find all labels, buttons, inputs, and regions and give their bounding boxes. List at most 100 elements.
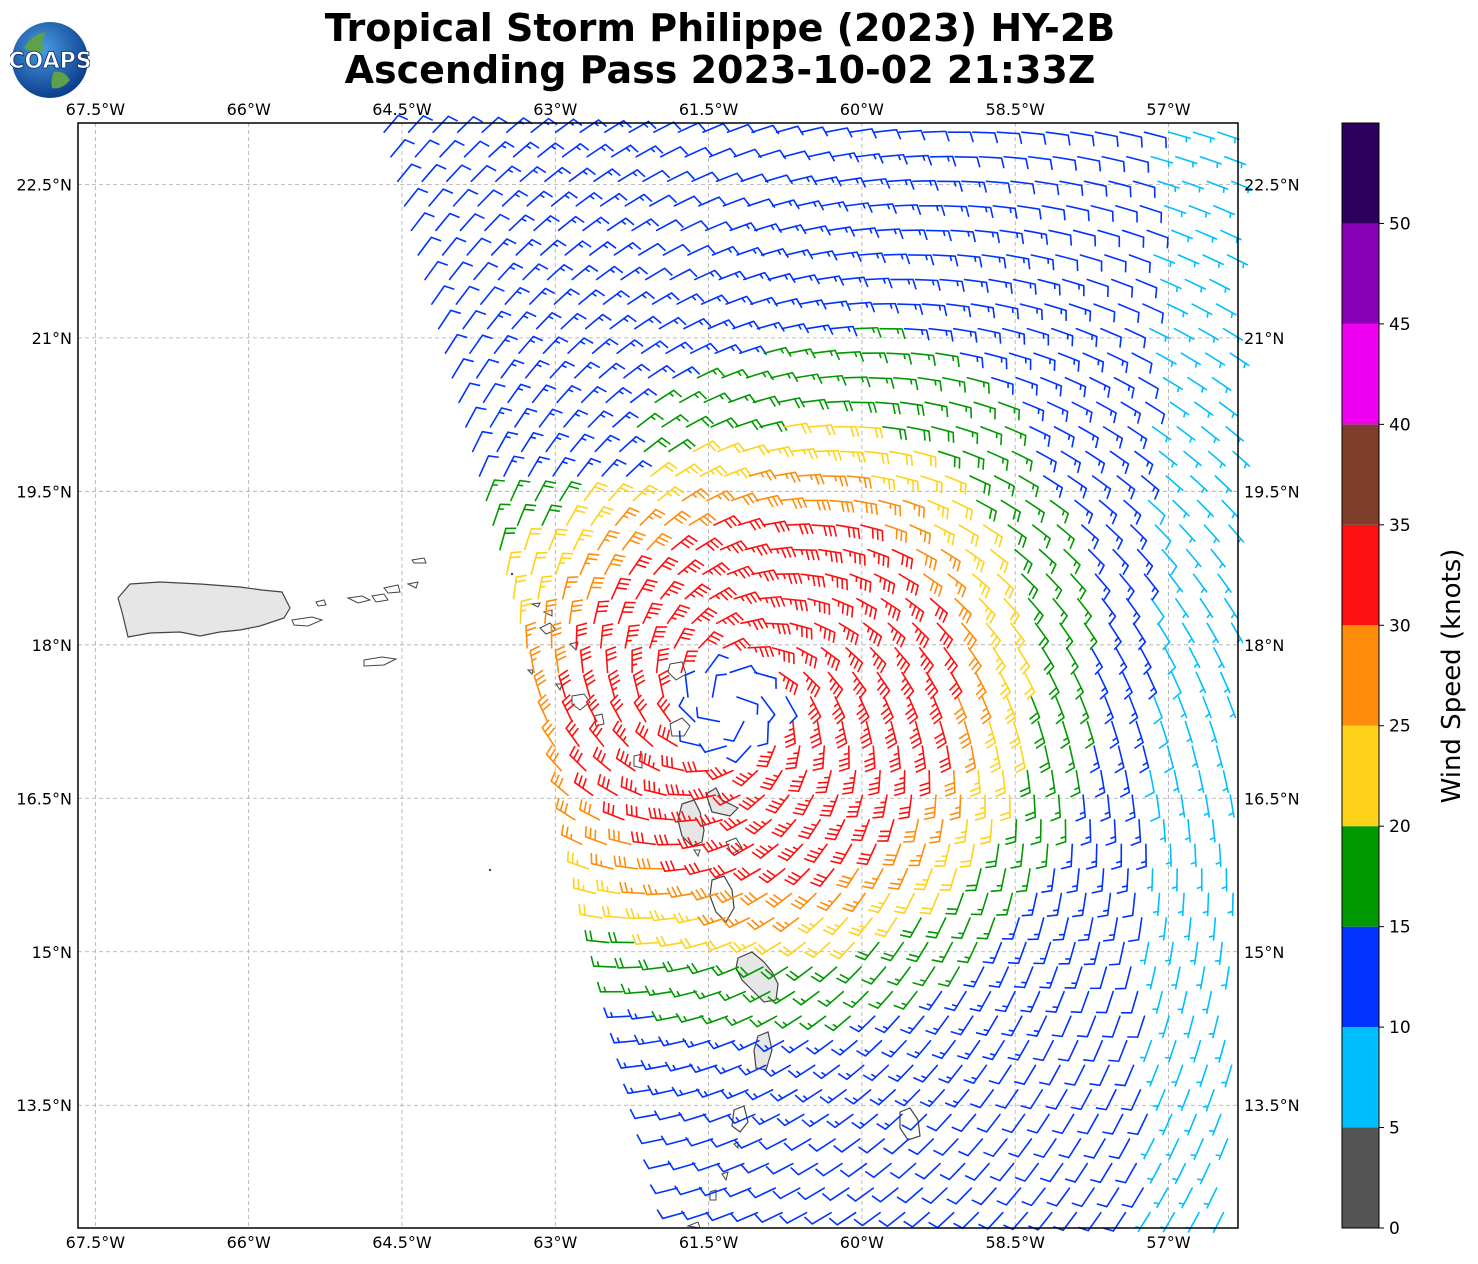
wind-barb-feather (788, 273, 796, 284)
wind-barb (1215, 303, 1237, 319)
wind-barb-feather (792, 573, 798, 585)
wind-barb-feather (1101, 361, 1105, 373)
wind-barb (796, 200, 825, 211)
wind-barb (801, 1113, 830, 1128)
wind-barb-feather (1115, 1179, 1126, 1184)
wind-barb-feather (814, 972, 825, 980)
wind-barb (723, 467, 753, 479)
wind-barb-staff (838, 177, 862, 183)
wind-barb-staff (1010, 1015, 1023, 1037)
wind-barb-feather (918, 1005, 930, 1011)
wind-barb-feather (924, 806, 936, 811)
wind-barb-feather (1083, 386, 1087, 398)
wind-barb (815, 449, 843, 461)
wind-barb-feather (657, 1036, 665, 1047)
wind-barb (582, 669, 596, 698)
wind-barb-staff (544, 166, 563, 183)
wind-barb-half-feather (587, 461, 594, 466)
wind-barb-feather (444, 285, 455, 291)
wind-barb-feather (668, 557, 679, 563)
wind-barb-feather (574, 509, 586, 514)
wind-barb-feather (568, 485, 580, 490)
wind-barb-feather (616, 458, 627, 465)
wind-barb (1053, 426, 1075, 448)
wind-barb-half-feather (826, 251, 831, 257)
wind-barb-half-feather (893, 229, 897, 235)
wind-barb (831, 597, 854, 618)
wind-barb-feather (929, 255, 935, 266)
wind-barb-feather (913, 888, 925, 891)
wind-barb-staff (1120, 401, 1142, 415)
wind-barb-feather (619, 957, 625, 968)
wind-barb-feather (843, 781, 855, 785)
wind-barb-feather (883, 352, 889, 364)
wind-barb-half-feather (807, 1022, 813, 1027)
wind-barb-feather (1139, 766, 1149, 774)
wind-barb (963, 278, 989, 293)
wind-barb-half-feather (933, 1027, 939, 1031)
wind-barb-feather (602, 801, 606, 812)
wind-barb (966, 376, 990, 394)
wind-barb (674, 463, 703, 477)
wind-barb (698, 1186, 727, 1197)
wind-barb-feather (1082, 488, 1088, 499)
wind-barb-feather (563, 264, 574, 271)
wind-barb-feather (854, 829, 866, 832)
wind-barb-staff (960, 1113, 977, 1133)
wind-barb (588, 719, 605, 747)
wind-barb-feather (965, 767, 976, 774)
wind-barb-feather (749, 593, 758, 603)
wind-barb-feather (638, 559, 650, 565)
wind-barb-half-feather (1207, 412, 1211, 418)
wind-barb-feather (566, 703, 576, 712)
wind-barb-feather (554, 774, 560, 785)
wind-barb-feather (560, 674, 570, 682)
wind-barb-staff (1056, 892, 1063, 916)
wind-barb (538, 408, 563, 428)
wind-barb (803, 671, 821, 698)
wind-barb (518, 335, 544, 355)
wind-barb-staff (673, 990, 697, 998)
wind-barb-half-feather (645, 616, 652, 619)
wind-barb-feather (719, 891, 728, 901)
wind-barb-feather (1009, 737, 1020, 745)
wind-barb-feather (411, 163, 422, 169)
wind-barb-half-feather (885, 602, 889, 608)
wind-barb-feather (424, 212, 435, 218)
wind-barb (689, 1063, 718, 1073)
wind-barb-staff (1067, 1039, 1079, 1062)
wind-barb (1045, 1089, 1068, 1110)
wind-barb-staff (954, 597, 972, 615)
wind-barb-feather (914, 762, 926, 768)
wind-barb-staff (700, 294, 723, 305)
wind-barb-feather (791, 780, 803, 783)
wind-barb-staff (796, 647, 818, 659)
logo-text: COAPS (10, 49, 90, 74)
wind-barb-feather (576, 752, 583, 763)
wind-barb-feather (689, 466, 699, 475)
wind-barb-feather (867, 202, 873, 213)
wind-barb-feather (689, 268, 698, 278)
wind-barb (495, 165, 522, 183)
wind-barb (691, 1161, 721, 1172)
wind-barb-staff (726, 1089, 749, 1100)
wind-barb (928, 327, 954, 342)
wind-barb-staff (704, 653, 720, 674)
wind-barb (986, 450, 1009, 471)
wind-barb (658, 669, 671, 698)
wind-barb-feather (953, 707, 963, 716)
wind-barb-feather (538, 263, 549, 270)
wind-barb (527, 456, 550, 477)
wind-barb-half-feather (927, 354, 931, 361)
wind-barb-feather (740, 1164, 749, 1174)
wind-barb-feather (687, 565, 697, 573)
wind-barb-feather (549, 748, 556, 759)
wind-barb-staff (691, 171, 713, 183)
wind-barb-half-feather (766, 298, 771, 304)
wind-barb-half-feather (1189, 437, 1193, 443)
wind-barb (756, 321, 785, 332)
wind-barb-half-feather (814, 1047, 820, 1052)
wind-barb-staff (1015, 376, 1038, 386)
wind-barb-feather (664, 860, 671, 871)
wind-barb (822, 475, 849, 487)
